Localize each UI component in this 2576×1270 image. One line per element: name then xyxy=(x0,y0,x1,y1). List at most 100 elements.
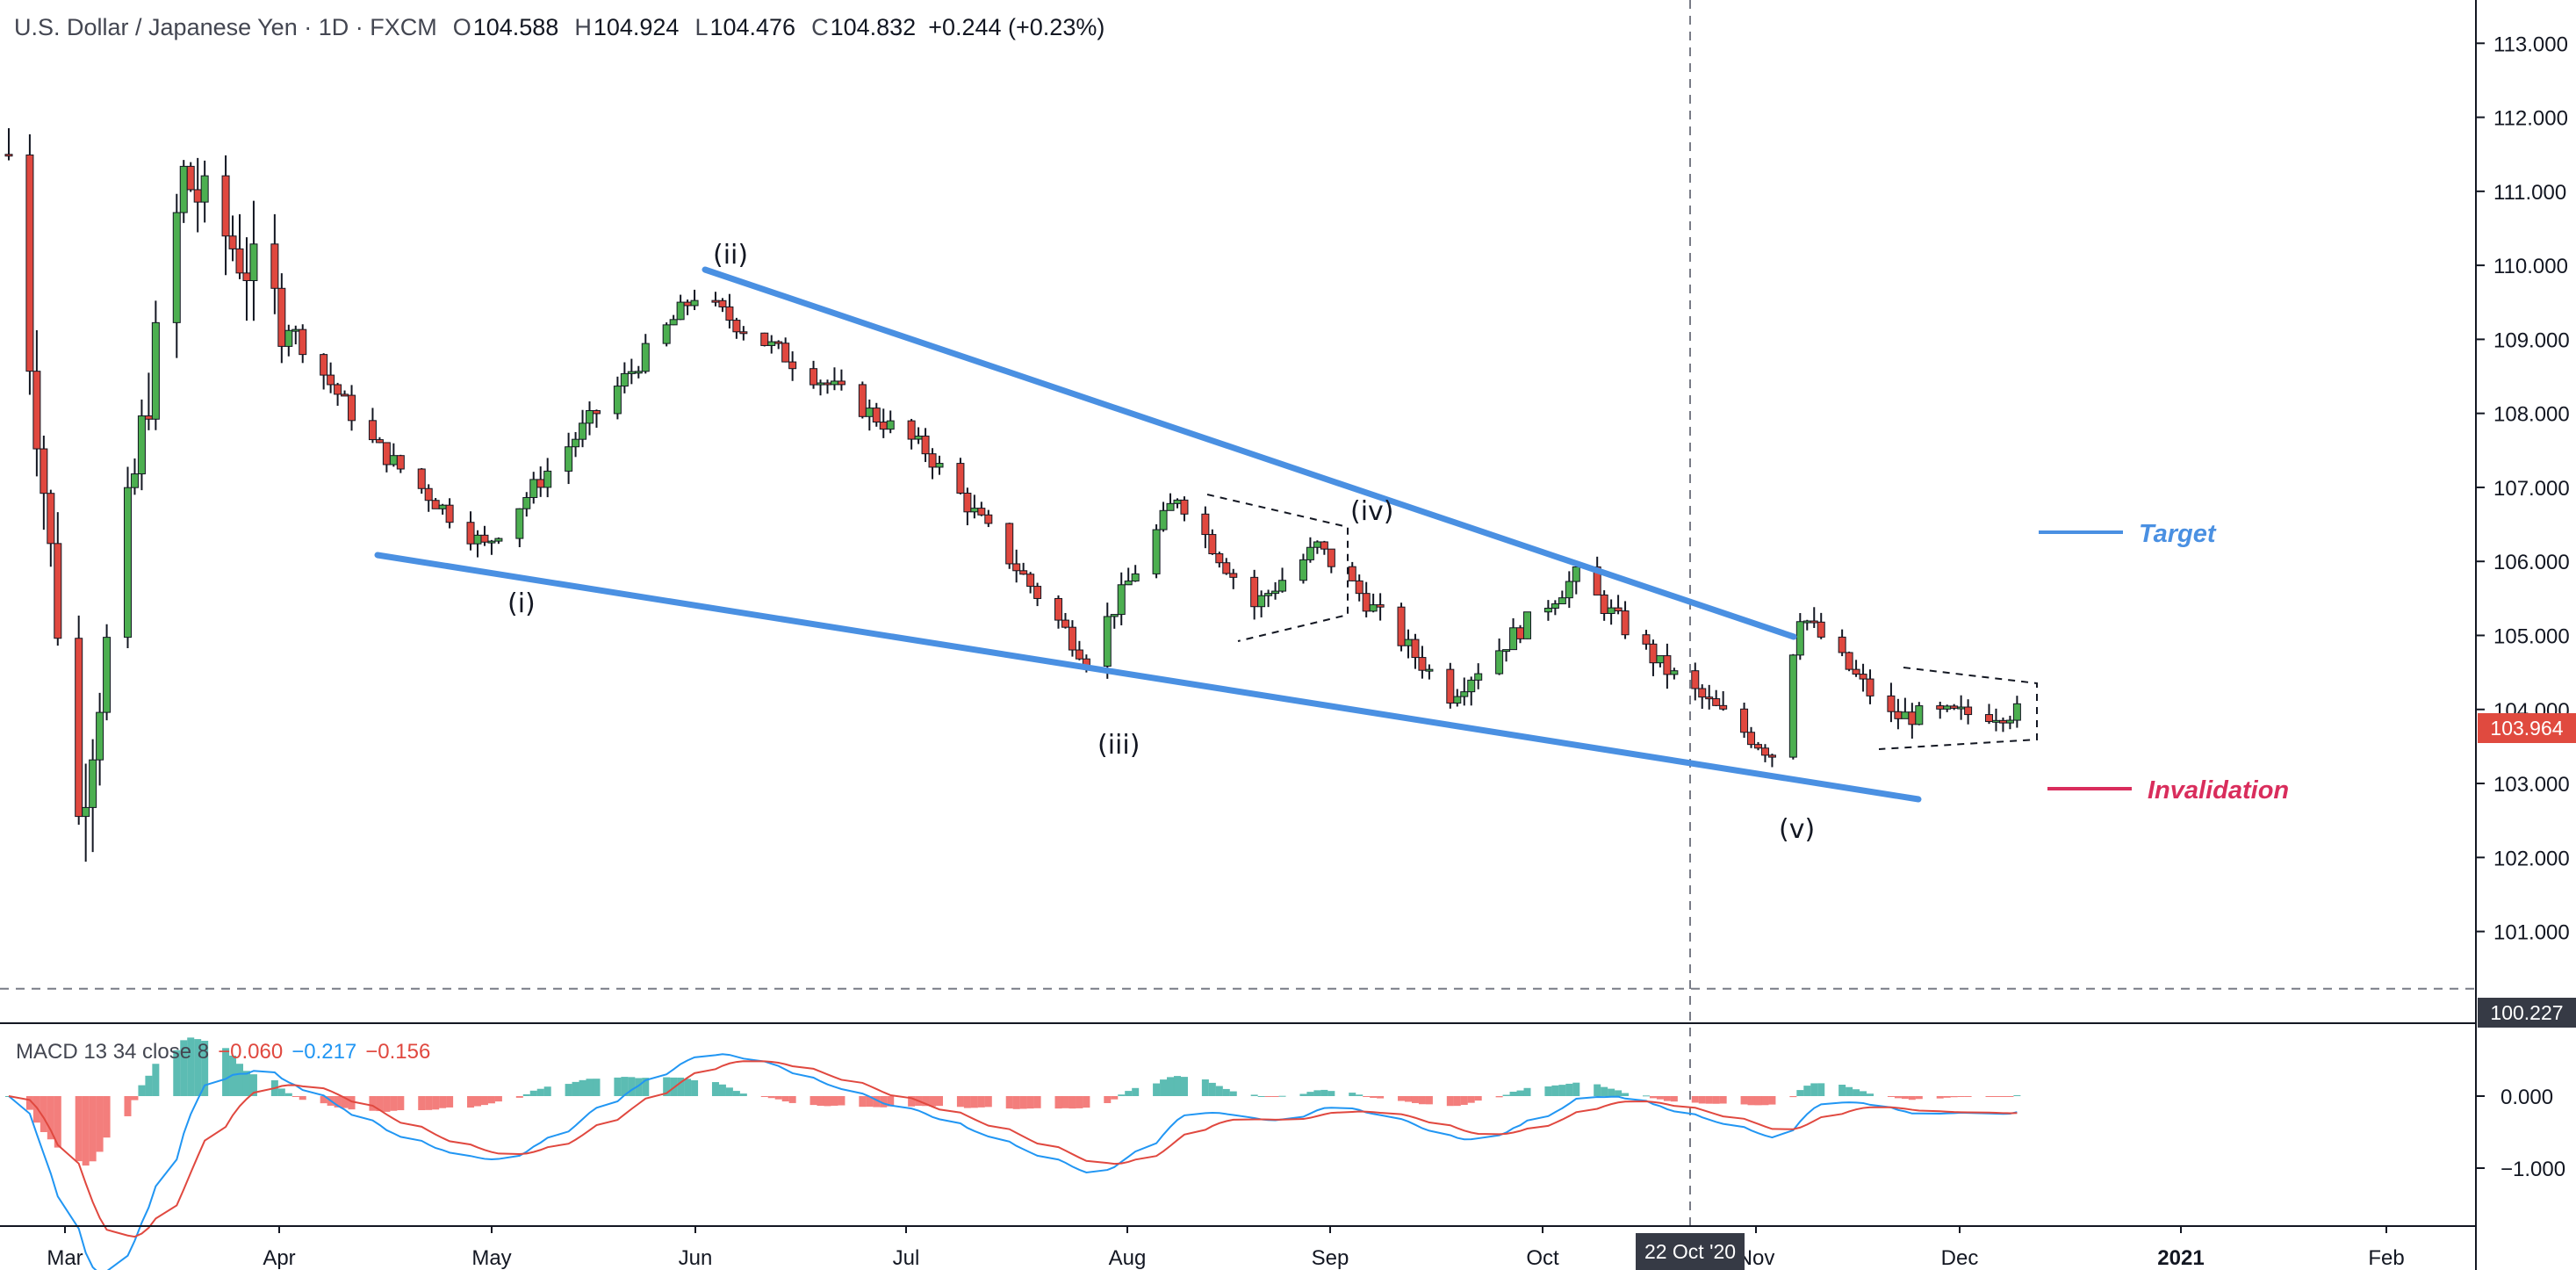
macd-histogram-bar xyxy=(628,1077,636,1096)
candle-body xyxy=(334,384,342,395)
macd-histogram-bar xyxy=(180,1040,188,1096)
macd-histogram-bar xyxy=(663,1077,671,1096)
macd-histogram-bar xyxy=(515,1096,523,1098)
candle-body xyxy=(96,711,104,761)
macd-histogram-bar xyxy=(880,1096,888,1108)
macd-histogram-bar xyxy=(593,1079,601,1096)
macd-histogram-bar xyxy=(1495,1096,1503,1098)
lower-trendline[interactable] xyxy=(374,552,1922,803)
candle-body xyxy=(473,534,482,545)
candle-body xyxy=(249,243,258,282)
macd-line-value: −0.060 xyxy=(218,1040,284,1064)
macd-histogram-bar xyxy=(1356,1094,1364,1096)
macd-histogram-bar xyxy=(131,1096,139,1100)
upper-trendline[interactable] xyxy=(702,266,1797,640)
macd-histogram-bar xyxy=(1222,1088,1230,1096)
symbol-title[interactable]: U.S. Dollar / Japanese Yen · 1D · FXCM xyxy=(14,14,437,40)
macd-histogram-bar xyxy=(1061,1096,1069,1108)
macd-histogram-bar xyxy=(838,1096,845,1106)
macd-histogram-bar xyxy=(1670,1096,1678,1102)
macd-histogram-bar xyxy=(341,1096,349,1108)
macd-histogram-bar xyxy=(1026,1096,1034,1109)
macd-histogram-bar xyxy=(873,1096,881,1108)
macd-histogram-bar xyxy=(1544,1086,1552,1096)
macd-histogram-bar xyxy=(348,1096,356,1110)
candle-body xyxy=(1656,655,1665,664)
macd-histogram-bar xyxy=(82,1096,90,1166)
triangle-aug-sep xyxy=(1206,494,1349,642)
candle-body xyxy=(1152,529,1161,574)
chart-annotations xyxy=(0,0,2476,1233)
signal-line xyxy=(8,1060,2018,1238)
candle-body xyxy=(788,361,797,370)
macd-histogram-bar xyxy=(194,1039,202,1096)
macd-histogram-bar xyxy=(977,1096,985,1108)
macd-histogram-bar xyxy=(249,1074,257,1096)
macd-histogram-bar xyxy=(1601,1086,1608,1096)
macd-histogram-bar xyxy=(390,1096,398,1111)
candle-body xyxy=(1649,643,1658,664)
chart-header: U.S. Dollar / Japanese Yen · 1D · FXCM O… xyxy=(14,14,1105,41)
candle-body xyxy=(179,165,188,213)
candle-body xyxy=(1313,541,1321,548)
candle-body xyxy=(690,299,699,307)
candle-body xyxy=(1719,704,1728,710)
candle-body xyxy=(1767,754,1776,758)
candle-body xyxy=(1411,639,1420,659)
candle-body xyxy=(837,380,845,386)
candlesticks xyxy=(4,127,2021,862)
candle-body xyxy=(886,420,895,430)
macd-histogram-bar xyxy=(1649,1096,1657,1099)
macd-histogram-bar xyxy=(684,1079,692,1096)
macd-legend[interactable]: MACD 13 34 close 8 −0.060 −0.217 −0.156 xyxy=(16,1040,439,1064)
macd-histogram-bar xyxy=(1370,1096,1378,1098)
price-tick-label: 112.000 xyxy=(2493,107,2568,131)
macd-histogram-bar xyxy=(222,1048,230,1096)
candle-body xyxy=(82,806,90,818)
macd-histogram-bar xyxy=(1622,1093,1630,1096)
macd-histogram-bar xyxy=(936,1096,944,1107)
macd-histogram-bar xyxy=(1698,1096,1706,1104)
macd-histogram-bar xyxy=(284,1093,292,1096)
price-tick-label: 107.000 xyxy=(2493,477,2570,501)
candle-body xyxy=(662,324,671,344)
macd-histogram-bar xyxy=(40,1096,47,1132)
macd-histogram-bar xyxy=(1761,1096,1769,1106)
macd-histogram-bar xyxy=(376,1096,384,1112)
macd-histogram-bar xyxy=(425,1096,433,1110)
macd-histogram-bar xyxy=(1278,1095,1286,1097)
macd-histogram-bar xyxy=(817,1096,824,1107)
candle-body xyxy=(1166,502,1175,511)
macd-histogram-bar xyxy=(866,1096,874,1108)
candle-body xyxy=(494,538,503,542)
macd-histogram-bar xyxy=(54,1096,61,1148)
candle-body xyxy=(1376,604,1385,608)
candle-body xyxy=(466,522,475,545)
macd-histogram-bar xyxy=(1118,1094,1126,1096)
macd-histogram-bar xyxy=(1551,1085,1559,1096)
macd-histogram-bar xyxy=(1180,1077,1188,1096)
macd-histogram-bar xyxy=(25,1096,33,1110)
macd-histogram-bar xyxy=(739,1093,747,1096)
candle-body xyxy=(1264,593,1273,596)
candle-body xyxy=(270,243,279,289)
macd-histogram-bar xyxy=(621,1077,629,1096)
macd-histogram-bar xyxy=(1768,1096,1776,1105)
macd-histogram-bar xyxy=(1012,1096,1020,1109)
candle-body xyxy=(1103,616,1112,667)
candle-body xyxy=(781,343,790,363)
macd-histogram-bar xyxy=(1796,1090,1804,1096)
candle-body xyxy=(327,374,335,386)
macd-histogram-bar xyxy=(145,1075,153,1096)
candle-body xyxy=(1257,595,1266,608)
macd-histogram-bar xyxy=(1349,1093,1356,1096)
candle-body xyxy=(592,410,601,415)
candle-body xyxy=(565,446,573,472)
macd-pane xyxy=(5,1037,2021,1270)
candle-body xyxy=(1068,626,1076,651)
low-value: 104.476 xyxy=(709,14,796,40)
candle-body xyxy=(1026,574,1035,588)
candle-body xyxy=(1453,696,1462,704)
